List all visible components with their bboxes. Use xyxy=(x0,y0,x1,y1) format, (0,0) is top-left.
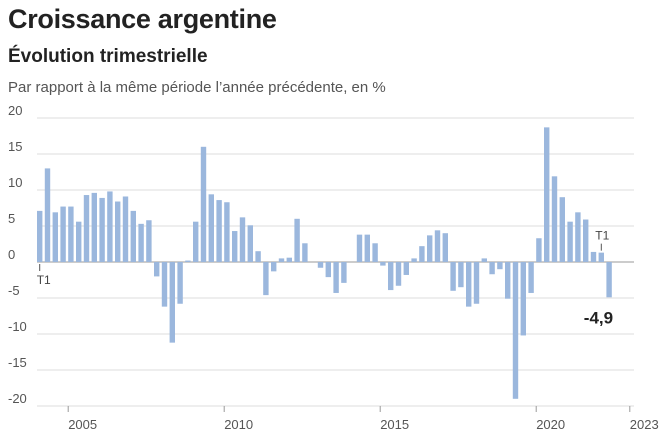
y-tick-label: -20 xyxy=(8,391,27,406)
bar xyxy=(458,262,464,288)
y-tick-label: -10 xyxy=(8,319,27,334)
bar xyxy=(481,258,487,262)
bar xyxy=(115,201,121,262)
bar xyxy=(598,252,604,262)
y-tick-label: 5 xyxy=(8,211,15,226)
x-tick-label: 2023* xyxy=(630,417,659,432)
bar xyxy=(333,262,339,293)
bar xyxy=(567,221,573,262)
bar xyxy=(544,127,550,262)
x-tick-label: 2015 xyxy=(380,417,409,432)
bar xyxy=(528,262,534,293)
bar xyxy=(575,212,581,262)
bar xyxy=(52,212,58,262)
bar xyxy=(302,243,308,262)
last-value-label: -4,9 xyxy=(584,308,613,327)
bar xyxy=(224,202,230,262)
bar xyxy=(122,196,129,262)
y-tick-label: 15 xyxy=(8,139,22,154)
bar xyxy=(99,197,105,262)
y-tick-label: 20 xyxy=(8,103,22,118)
bar xyxy=(466,262,472,307)
bar xyxy=(473,262,480,304)
x-tick-label: 2020 xyxy=(536,417,565,432)
y-tick-label: 10 xyxy=(8,175,22,190)
bar-layer xyxy=(37,127,612,399)
bar xyxy=(146,220,152,262)
bar xyxy=(520,262,526,336)
bar xyxy=(403,262,409,275)
bar xyxy=(497,262,503,270)
bar xyxy=(606,262,612,298)
bar xyxy=(325,262,331,278)
bar xyxy=(434,230,441,262)
bar xyxy=(83,195,90,262)
bar xyxy=(583,219,589,262)
bar xyxy=(185,260,191,262)
bar xyxy=(208,194,214,262)
bar xyxy=(450,262,456,291)
bar xyxy=(154,262,160,277)
bar xyxy=(37,210,43,262)
bar xyxy=(388,262,394,291)
bar xyxy=(271,262,277,272)
bar xyxy=(536,238,542,262)
bar xyxy=(278,258,285,262)
chart-title: Croissance argentine xyxy=(8,4,277,34)
bar xyxy=(130,210,136,262)
bar xyxy=(559,197,565,262)
chart-unit-note: Par rapport à la même période l’année pr… xyxy=(8,79,386,96)
bar xyxy=(232,231,238,262)
bar xyxy=(138,223,144,262)
bar xyxy=(372,243,378,262)
bar xyxy=(356,234,363,262)
bar xyxy=(442,233,448,262)
grid-layer xyxy=(37,117,634,407)
x-tick-label: 2005 xyxy=(68,417,97,432)
bar xyxy=(247,225,253,262)
bar xyxy=(193,221,199,262)
bar xyxy=(364,234,370,262)
annotation-label: T1 xyxy=(37,273,51,287)
bar xyxy=(505,262,511,299)
bar xyxy=(551,176,558,262)
bar xyxy=(294,218,300,262)
bar xyxy=(419,246,425,262)
bar xyxy=(380,262,386,266)
bar xyxy=(177,262,183,304)
bar xyxy=(107,191,113,262)
y-tick-label: 0 xyxy=(8,247,15,262)
bar xyxy=(44,168,51,262)
bar xyxy=(76,221,82,262)
bar xyxy=(411,258,417,262)
bar xyxy=(239,217,246,262)
y-tick-label: -15 xyxy=(8,355,27,370)
bar xyxy=(91,192,97,262)
bar xyxy=(263,262,269,296)
bar xyxy=(255,251,261,262)
bar xyxy=(590,251,597,262)
bar xyxy=(161,262,168,307)
bar xyxy=(489,262,495,275)
bar xyxy=(427,235,433,262)
chart-subtitle: Évolution trimestrielle xyxy=(8,46,208,67)
bar xyxy=(317,262,324,268)
y-tick-label: -5 xyxy=(8,283,20,298)
x-tick-label: 2010 xyxy=(224,417,253,432)
bar xyxy=(60,206,66,262)
bar xyxy=(286,257,292,262)
bar xyxy=(341,262,347,283)
annotation-layer: T1 T1 -4,9 xyxy=(37,229,613,328)
bar xyxy=(395,262,402,286)
bar xyxy=(200,146,207,262)
bar xyxy=(169,262,175,343)
annotation-label: T1 xyxy=(595,229,609,243)
bar xyxy=(512,262,519,399)
bar xyxy=(68,206,74,262)
bar xyxy=(216,200,222,262)
